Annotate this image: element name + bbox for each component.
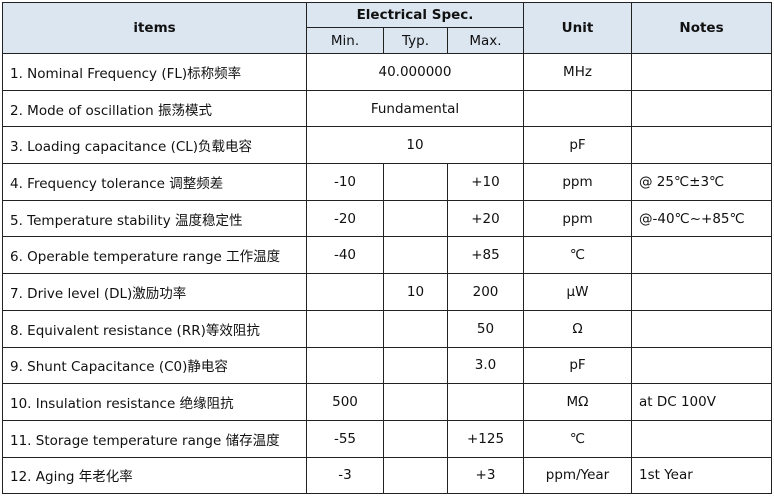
item-cell: 10. Insulation resistance 绝缘阻抗 [2,383,307,421]
table-row: 11. Storage temperature range 储存温度 -55 +12… [2,419,772,458]
unit-cell: ppm [523,163,632,201]
notes-cell [631,419,772,458]
notes-cell [631,53,772,91]
unit-cell: ppm [523,199,632,238]
notes-cell [631,309,772,348]
typ-cell [383,346,448,385]
unit-cell: MHz [523,53,632,91]
table-row: 9. Shunt Capacitance (C0)静电容 3.0 pF [2,346,772,385]
min-cell: 500 [306,383,384,421]
notes-cell [631,236,772,275]
notes-cell [631,126,772,165]
item-cell: 12. Aging 年老化率 [2,456,307,495]
spec-value-cell: 40.000000 [306,53,524,91]
min-cell: -10 [306,163,384,201]
min-cell: -20 [306,199,384,238]
unit-cell: Ω [523,309,632,348]
item-cell: 6. Operable temperature range 工作温度 [2,236,307,275]
unit-cell: MΩ [523,383,632,421]
table-row: 4. Frequency tolerance 调整频差 -10 +10 ppm @ 25… [2,163,772,201]
notes-cell: @-40℃~+85℃ [631,199,772,238]
table-row: 7. Drive level (DL)激励功率 10 200 μW [2,273,772,311]
notes-header: Notes [631,2,772,54]
max-cell: +10 [447,163,524,201]
unit-header: Unit [523,2,632,54]
unit-cell: ppm/Year [523,456,632,495]
typ-cell [383,199,448,238]
table-row: 12. Aging 年老化率 -3 +3 ppm/Year 1st Year [2,456,772,495]
max-cell [447,383,524,421]
unit-cell: ℃ [523,236,632,275]
spec-value-cell: 10 [306,126,524,165]
max-cell: 50 [447,309,524,348]
min-cell: -55 [306,419,384,458]
min-header: Min. [306,27,384,54]
notes-cell: at DC 100V [631,383,772,421]
spec-value-cell: Fundamental [306,89,524,128]
unit-cell: ℃ [523,419,632,458]
table-row: 5. Temperature stability 温度稳定性 -20 +20 ppm @… [2,199,772,238]
items-header: items [2,2,307,54]
item-cell: 11. Storage temperature range 储存温度 [2,419,307,458]
min-cell [306,309,384,348]
item-cell: 7. Drive level (DL)激励功率 [2,273,307,311]
min-cell: -3 [306,456,384,495]
max-cell: +85 [447,236,524,275]
header-row: items Electrical Spec. Unit Notes [2,2,772,54]
notes-cell: 1st Year [631,456,772,495]
notes-cell: @ 25℃±3℃ [631,163,772,201]
item-cell: 9. Shunt Capacitance (C0)静电容 [2,346,307,385]
unit-cell: pF [523,126,632,165]
typ-cell [383,383,448,421]
item-cell: 8. Equivalent resistance (RR)等效阻抗 [2,309,307,348]
typ-header: Typ. [383,27,448,54]
item-cell: 1. Nominal Frequency (FL)标称频率 [2,53,307,91]
notes-cell [631,273,772,311]
unit-cell [523,89,632,128]
min-cell [306,273,384,311]
notes-cell [631,346,772,385]
unit-cell: μW [523,273,632,311]
max-cell: +125 [447,419,524,458]
item-cell: 2. Mode of oscillation 振荡模式 [2,89,307,128]
min-cell [306,346,384,385]
notes-cell [631,89,772,128]
table-row: 8. Equivalent resistance (RR)等效阻抗 50 Ω [2,309,772,348]
table-row: 3. Loading capacitance (CL)负载电容 10 pF [2,126,772,165]
table-row: 10. Insulation resistance 绝缘阻抗 500 MΩ at DC… [2,383,772,421]
electrical-spec-header: Electrical Spec. [306,2,524,28]
typ-cell [383,309,448,348]
item-cell: 3. Loading capacitance (CL)负载电容 [2,126,307,165]
typ-cell [383,163,448,201]
typ-cell: 10 [383,273,448,311]
max-header: Max. [447,27,524,54]
table-row: 2. Mode of oscillation 振荡模式 Fundamental [2,89,772,128]
unit-cell: pF [523,346,632,385]
typ-cell [383,419,448,458]
item-cell: 4. Frequency tolerance 调整频差 [2,163,307,201]
max-cell: +20 [447,199,524,238]
max-cell: 200 [447,273,524,311]
subheader-row: Min. Typ. Max. [3,27,772,54]
max-cell: 3.0 [447,346,524,385]
table-row: 6. Operable temperature range 工作温度 -40 +85… [2,236,772,275]
typ-cell [383,456,448,495]
typ-cell [383,236,448,275]
table-row: 1. Nominal Frequency (FL)标称频率 40.000000 MH… [2,53,772,91]
item-cell: 5. Temperature stability 温度稳定性 [2,199,307,238]
max-cell: +3 [447,456,524,495]
min-cell: -40 [306,236,384,275]
